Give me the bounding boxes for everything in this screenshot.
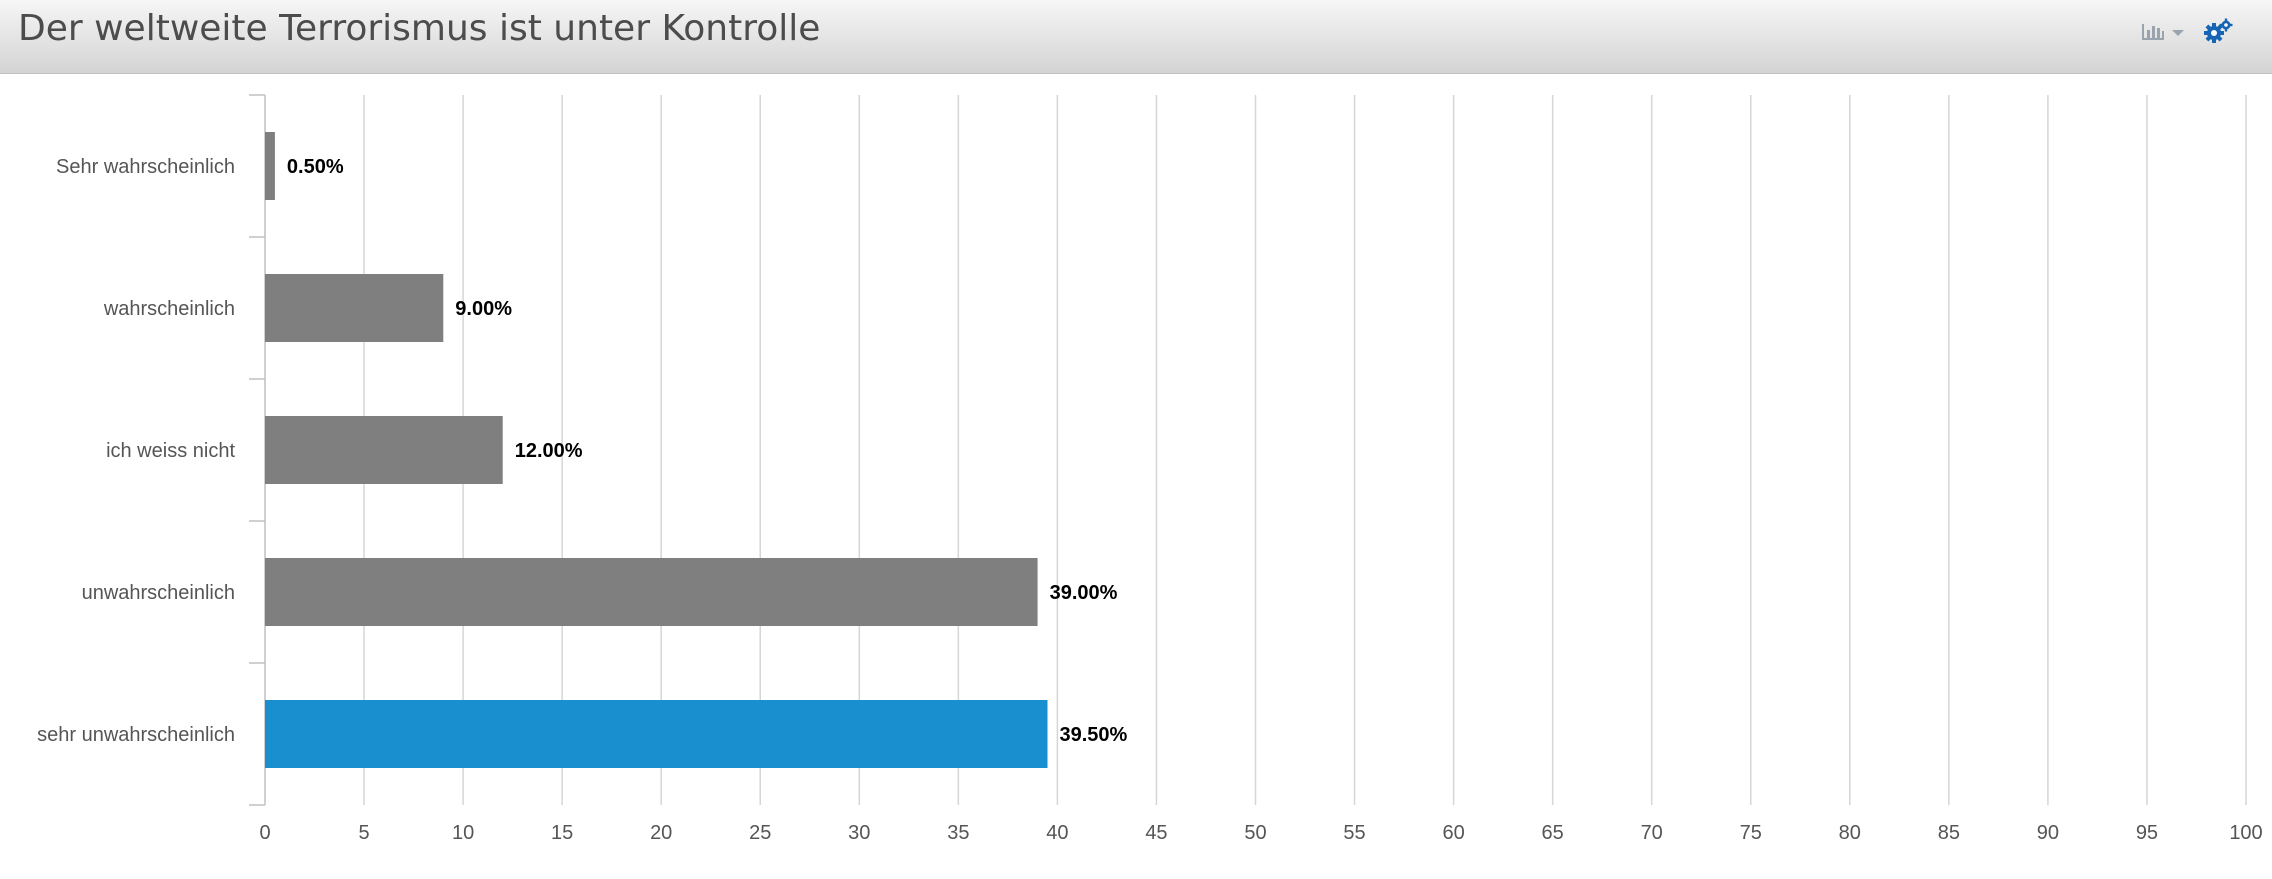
chart-area: Sehr wahrscheinlich 0.50% wahrscheinlich 9.… bbox=[0, 74, 2272, 874]
bar-chart-icon bbox=[2142, 24, 2164, 40]
chart-type-dropdown[interactable] bbox=[2138, 16, 2194, 46]
settings-button[interactable] bbox=[2202, 16, 2234, 46]
caret-down-icon bbox=[2172, 30, 2184, 36]
x-tick-label: 80 bbox=[1839, 822, 1861, 844]
x-tick-label: 20 bbox=[650, 822, 672, 844]
x-tick-label: 45 bbox=[1145, 822, 1167, 844]
gears-icon bbox=[2204, 18, 2233, 43]
category-label: wahrscheinlich bbox=[103, 298, 235, 320]
bar-chart: Sehr wahrscheinlich 0.50% wahrscheinlich 9.… bbox=[37, 94, 2263, 844]
bar bbox=[265, 558, 1038, 626]
data-label: 12.00% bbox=[515, 440, 583, 462]
x-tick-label: 55 bbox=[1343, 822, 1365, 844]
category-label: sehr unwahrscheinlich bbox=[37, 724, 235, 746]
x-tick-label: 85 bbox=[1938, 822, 1960, 844]
x-tick-label: 15 bbox=[551, 822, 573, 844]
data-label: 0.50% bbox=[287, 156, 344, 178]
category-label: Sehr wahrscheinlich bbox=[56, 156, 235, 178]
data-label: 39.00% bbox=[1050, 582, 1118, 604]
x-tick-label: 25 bbox=[749, 822, 771, 844]
x-tick-label: 90 bbox=[2037, 822, 2059, 844]
category-label: ich weiss nicht bbox=[106, 440, 235, 462]
x-tick-label: 0 bbox=[259, 822, 270, 844]
data-label: 39.50% bbox=[1059, 724, 1127, 746]
category-label: unwahrscheinlich bbox=[82, 582, 235, 604]
x-tick-label: 10 bbox=[452, 822, 474, 844]
x-tick-label: 65 bbox=[1542, 822, 1564, 844]
x-tick-label: 30 bbox=[848, 822, 870, 844]
x-tick-label: 95 bbox=[2136, 822, 2158, 844]
bar bbox=[265, 274, 444, 342]
x-tick-label: 75 bbox=[1740, 822, 1762, 844]
x-tick-label: 60 bbox=[1442, 822, 1464, 844]
bar bbox=[265, 416, 503, 484]
chart-title: Der weltweite Terrorismus ist unter Kont… bbox=[18, 8, 821, 49]
chart-header: Der weltweite Terrorismus ist unter Kont… bbox=[0, 0, 2272, 74]
x-tick-label: 40 bbox=[1046, 822, 1068, 844]
x-tick-label: 50 bbox=[1244, 822, 1266, 844]
x-tick-label: 100 bbox=[2229, 822, 2262, 844]
data-label: 9.00% bbox=[455, 298, 512, 320]
x-tick-label: 70 bbox=[1641, 822, 1663, 844]
bar bbox=[265, 700, 1048, 768]
bar bbox=[265, 132, 275, 200]
x-tick-label: 5 bbox=[358, 822, 369, 844]
x-tick-label: 35 bbox=[947, 822, 969, 844]
